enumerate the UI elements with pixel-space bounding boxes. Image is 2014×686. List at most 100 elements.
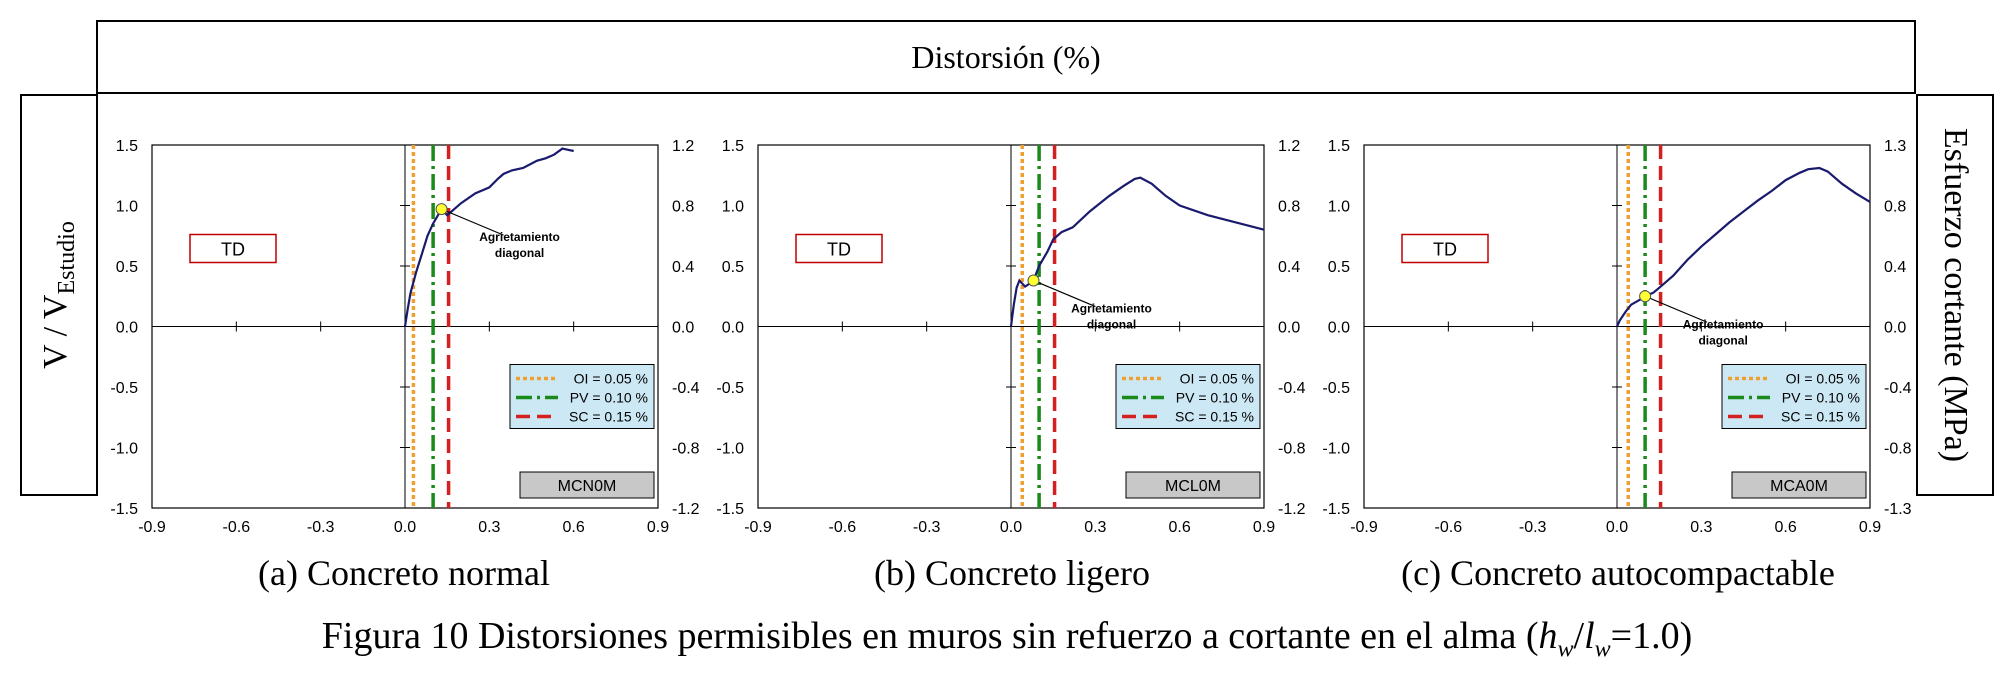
y-tick-label-right: 1.3 <box>1884 138 1906 155</box>
legend-label-pv: PV = 0.10 % <box>570 390 648 406</box>
x-tick-label: 0.9 <box>647 519 669 536</box>
y-tick-label-left: 0.5 <box>116 259 138 276</box>
y-tick-label-right: -0.4 <box>672 380 700 397</box>
x-tick-label: 0.3 <box>1690 519 1712 536</box>
y-tick-label-left: -1.5 <box>716 501 744 518</box>
x-tick-label: -0.3 <box>913 519 941 536</box>
y-tick-label-left: 1.5 <box>722 138 744 155</box>
y-tick-label-left: -1.0 <box>716 441 744 458</box>
y-tick-label-right: -0.4 <box>1884 380 1912 397</box>
x-tick-label: -0.9 <box>1350 519 1378 536</box>
response-curve <box>1009 176 1265 327</box>
y-tick-label-left: 1.0 <box>116 199 138 216</box>
x-tick-label: 0.0 <box>1606 519 1628 536</box>
specimen-id-box <box>519 471 655 499</box>
y-tick-label-left: 0.0 <box>722 320 744 337</box>
td-box <box>1401 233 1489 264</box>
y-tick-label-right: 0.0 <box>1278 320 1300 337</box>
legend-label-pv: PV = 0.10 % <box>1176 390 1254 406</box>
y-tick-label-right: 0.4 <box>1884 259 1906 276</box>
caption-b: (b) Concreto ligero <box>874 553 1150 593</box>
right-axis-title-box <box>1916 94 1994 496</box>
cracking-marker <box>1639 290 1652 303</box>
y-tick-label-left: -1.0 <box>1322 441 1350 458</box>
cracking-marker <box>435 203 448 216</box>
y-tick-label-left: 1.5 <box>116 138 138 155</box>
chart-0: -0.9 -0.6 -0.3 0.0 0.3 0.6 0.9 -1.5 -1.0 -0.5 0.0 0… <box>110 138 699 536</box>
chart-1: -0.9 -0.6 -0.3 0.0 0.3 0.6 0.9 -1.5 -1.0 -0.5 0.0 0… <box>716 138 1305 536</box>
annotation-text-line1: Agrietamiento <box>1683 317 1764 331</box>
legend-label-sc: SC = 0.15 % <box>1781 409 1860 425</box>
y-tick-label-left: 0.0 <box>1328 320 1350 337</box>
td-box <box>189 233 277 264</box>
y-tick-label-right: 1.2 <box>672 138 694 155</box>
x-tick-label: 0.6 <box>1775 519 1797 536</box>
x-tick-label: 0.9 <box>1253 519 1275 536</box>
x-tick-label: 0.9 <box>1859 519 1881 536</box>
specimen-id-box <box>1731 471 1867 499</box>
x-tick-label: -0.6 <box>223 519 251 536</box>
y-tick-label-left: -1.5 <box>110 501 138 518</box>
annotation-text-line2: diagonal <box>1087 318 1136 332</box>
annotation-leader <box>1033 279 1096 308</box>
y-tick-label-left: 0.5 <box>722 259 744 276</box>
annotation-text-line2: diagonal <box>495 246 544 260</box>
y-tick-label-left: -1.5 <box>1322 501 1350 518</box>
annotation-leader <box>1644 295 1708 323</box>
legend-label-oi: OI = 0.05 % <box>1786 371 1860 387</box>
x-tick-label: -0.9 <box>138 519 166 536</box>
y-tick-label-right: 0.0 <box>1884 320 1906 337</box>
y-tick-label-right: -0.4 <box>1278 380 1306 397</box>
specimen-id-label: MCA0M <box>1770 478 1828 495</box>
x-tick-label: 0.3 <box>1084 519 1106 536</box>
chart-2: -0.9 -0.6 -0.3 0.0 0.3 0.6 0.9 -1.5 -1.0 -0.5 0.0 0… <box>1322 138 1911 536</box>
y-tick-label-left: -0.5 <box>716 380 744 397</box>
x-axis-title-box: Distorsión (%) <box>96 20 1916 94</box>
td-box <box>795 233 883 264</box>
specimen-id-box <box>1125 471 1261 499</box>
y-tick-label-right: -0.8 <box>1884 441 1912 458</box>
x-tick-label: -0.9 <box>744 519 772 536</box>
x-axis-title: Distorsión (%) <box>911 38 1101 75</box>
x-tick-label: -0.3 <box>307 519 335 536</box>
y-tick-label-left: 1.0 <box>722 199 744 216</box>
y-tick-label-right: -0.8 <box>1278 441 1306 458</box>
y-tick-label-left: 1.0 <box>1328 199 1350 216</box>
td-label: TD <box>221 240 245 260</box>
legend-label-sc: SC = 0.15 % <box>1175 409 1254 425</box>
specimen-id-label: MCN0M <box>558 478 617 495</box>
y-tick-label-left: 0.5 <box>1328 259 1350 276</box>
annotation-leader <box>441 208 504 236</box>
y-tick-label-right: -1.2 <box>672 501 700 518</box>
y-tick-label-left: 1.5 <box>1328 138 1350 155</box>
y-tick-label-right: 1.2 <box>1278 138 1300 155</box>
response-curve <box>403 147 574 327</box>
legend-label-sc: SC = 0.15 % <box>569 409 648 425</box>
x-tick-label: 0.6 <box>1169 519 1191 536</box>
x-tick-label: -0.6 <box>829 519 857 536</box>
left-axis-title-box <box>20 94 98 496</box>
annotation-text-line1: Agrietamiento <box>479 230 560 244</box>
x-tick-label: 0.6 <box>563 519 585 536</box>
y-tick-label-left: -0.5 <box>1322 380 1350 397</box>
caption-a: (a) Concreto normal <box>258 553 550 593</box>
cracking-marker <box>1027 274 1040 287</box>
legend-box <box>1721 364 1867 429</box>
y-tick-label-left: 0.0 <box>116 320 138 337</box>
y-tick-label-right: 0.4 <box>1278 259 1300 276</box>
y-tick-label-right: 0.0 <box>672 320 694 337</box>
y-tick-label-right: -1.3 <box>1884 501 1912 518</box>
legend-label-oi: OI = 0.05 % <box>574 371 648 387</box>
y-tick-label-right: 0.8 <box>1278 199 1300 216</box>
x-tick-label: 0.0 <box>394 519 416 536</box>
td-label: TD <box>827 240 851 260</box>
annotation-text-line1: Agrietamiento <box>1071 302 1152 316</box>
legend-label-pv: PV = 0.10 % <box>1782 390 1860 406</box>
x-tick-label: -0.6 <box>1435 519 1463 536</box>
x-tick-label: 0.3 <box>478 519 500 536</box>
y-tick-label-right: 0.4 <box>672 259 694 276</box>
legend-label-oi: OI = 0.05 % <box>1180 371 1254 387</box>
legend-box <box>1115 364 1261 429</box>
y-tick-label-right: 0.8 <box>672 199 694 216</box>
